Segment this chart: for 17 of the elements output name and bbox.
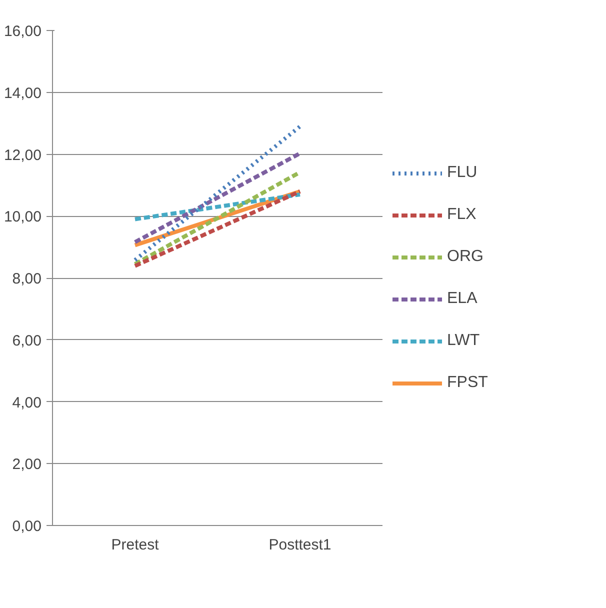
legend-label: FLX [447, 206, 476, 224]
legend-label: FLU [447, 164, 478, 182]
legend-label: ORG [447, 248, 484, 266]
y-tick-label: 2,00 [12, 456, 42, 474]
y-tick-label: 16,00 [4, 23, 42, 40]
y-tick-label: 10,00 [4, 208, 42, 226]
y-tick-label: 12,00 [4, 146, 42, 164]
legend-label: FPST [447, 374, 488, 392]
y-tick-label: 6,00 [12, 332, 42, 350]
y-tick-label: 4,00 [12, 394, 42, 412]
legend-label: ELA [447, 290, 478, 308]
x-tick-label: Pretest [111, 536, 160, 554]
x-tick-label: Posttest1 [268, 536, 332, 554]
y-tick-label: 0,00 [12, 518, 42, 535]
y-tick-label: 14,00 [4, 84, 42, 102]
y-tick-label: 8,00 [12, 270, 42, 288]
legend-label: LWT [447, 332, 480, 350]
